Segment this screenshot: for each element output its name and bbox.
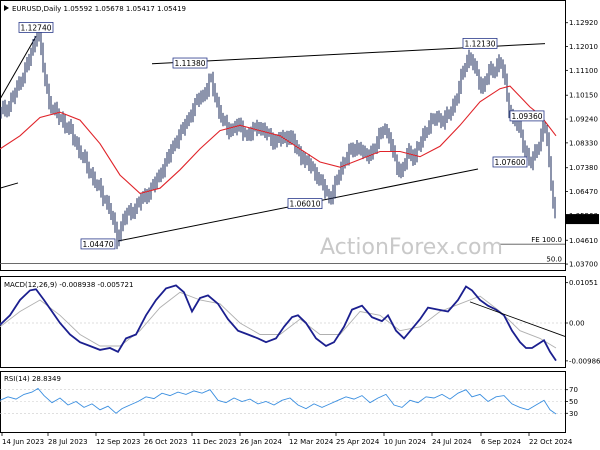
level-tag-label: 1.12740 — [20, 23, 51, 32]
x-tick-label: 11 Dec 2023 — [192, 438, 237, 446]
level-tag-box — [462, 37, 498, 49]
rsi-layer — [0, 387, 565, 415]
x-tick-label: 25 Apr 2024 — [336, 438, 380, 446]
macd-panel — [0, 276, 566, 368]
x-tick-label: 10 Jun 2024 — [384, 438, 427, 446]
watermark-text: ActionForex.com — [320, 235, 503, 260]
price-y-tick-label: 1.09240 — [569, 116, 598, 124]
level-tag: 1.07600 — [492, 156, 528, 168]
level-label: 50.0 — [546, 256, 562, 264]
level-tag-label: 1.06010 — [289, 200, 320, 209]
current-price-tag — [566, 214, 599, 225]
price-y-tick-label: 1.10150 — [569, 92, 598, 100]
level-tag-box — [172, 57, 208, 69]
rsi-y-tick-label: 70 — [569, 386, 578, 394]
price-trendline — [0, 182, 19, 189]
level-tag-box — [18, 22, 54, 33]
rsi-line — [0, 387, 557, 415]
x-tick-label: 12 Mar 2024 — [289, 438, 334, 446]
level-tag-box — [492, 156, 528, 168]
macd-layer — [0, 284, 566, 362]
price-layer: FE 100.0 50.0 1.12740 1.11380 1.12130 1.09360… — [0, 22, 565, 264]
current-price-label: 1.05419 — [568, 216, 597, 224]
x-tick-label: 26 Jan 2024 — [240, 438, 283, 446]
level-tag-box — [80, 238, 116, 250]
price-header: EURUSD,Daily 1.05592 1.05678 1.05417 1.0… — [12, 5, 186, 13]
level-tag: 1.06010 — [287, 198, 323, 210]
x-tick-label: 26 Oct 2023 — [144, 438, 187, 446]
x-tick-label: 12 Sep 2023 — [96, 438, 140, 446]
macd-trendline — [469, 301, 566, 337]
x-tick-label: 24 Jul 2024 — [432, 438, 472, 446]
rsi-panel — [0, 371, 566, 433]
price-trendline — [0, 36, 37, 100]
level-tag: 1.12130 — [462, 37, 498, 49]
level-tag-label: 1.11380 — [174, 59, 205, 68]
level-tag-label: 1.09360 — [511, 112, 542, 121]
level-tag-box — [509, 110, 545, 122]
price-y-tick-label: 1.03700 — [569, 261, 598, 269]
level-tag: 1.11380 — [172, 57, 208, 69]
price-y-tick-label: 1.11100 — [569, 67, 598, 75]
level-tag: 1.12740 — [18, 22, 54, 33]
macd-header: MACD(12,26,9) -0.008938 -0.005721 — [4, 281, 133, 289]
macd-y-tick-label: 0.01051 — [569, 279, 598, 287]
price-y-tick-label: 1.06470 — [569, 188, 598, 196]
header-arrow-icon — [4, 5, 9, 11]
level-tag-box — [287, 198, 323, 210]
x-tick-label: 6 Sep 2024 — [481, 438, 521, 446]
level-tag-label: 1.12130 — [464, 39, 495, 48]
price-y-tick-label: 1.12920 — [569, 19, 598, 27]
price-y-tick-label: 1.08330 — [569, 139, 598, 147]
level-tag-label: 1.07600 — [494, 158, 525, 167]
moving-average-line — [0, 85, 557, 195]
level-tag: 1.04470 — [80, 238, 116, 250]
level-tag: 1.09360 — [509, 110, 545, 122]
axis-layer: 1.12920 1.12010 1.11100 1.10150 1.09240 1.083… — [1, 19, 600, 446]
level-label: FE 100.0 — [531, 236, 562, 244]
price-y-tick-label: 1.12010 — [569, 43, 598, 51]
price-y-tick-label: 1.07380 — [569, 164, 598, 172]
rsi-y-tick-label: 50 — [569, 398, 578, 406]
price-y-tick-label: 1.04610 — [569, 237, 598, 245]
level-tag-label: 1.04470 — [82, 240, 113, 249]
macd-y-tick-label: -0.009865 — [569, 357, 600, 365]
x-tick-label: 22 Oct 2024 — [529, 438, 573, 446]
rsi-y-tick-label: 30 — [569, 410, 578, 418]
macd-signal-line — [0, 291, 557, 349]
macd-line — [0, 284, 557, 362]
x-tick-label: 14 Jun 2023 — [2, 438, 44, 446]
x-tick-label: 28 Jul 2023 — [48, 438, 88, 446]
rsi-header: RSI(14) 28.8349 — [4, 375, 61, 383]
macd-y-tick-label: 0.00 — [569, 320, 585, 328]
